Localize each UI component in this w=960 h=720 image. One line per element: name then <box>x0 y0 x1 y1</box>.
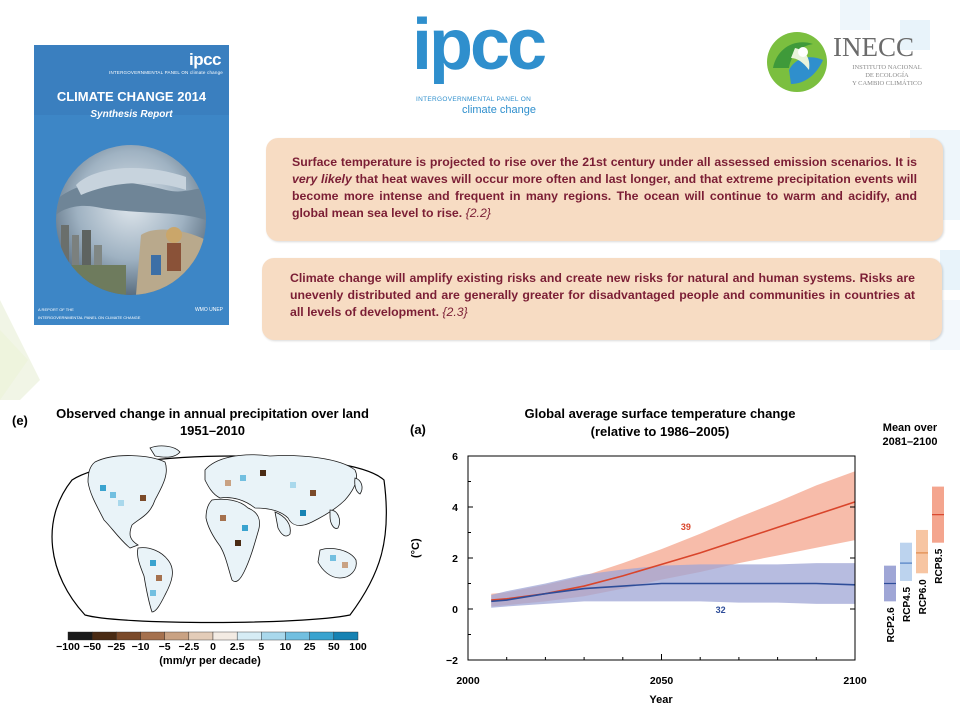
colorbar-unit: (mm/yr per decade) <box>159 655 261 667</box>
colorbar-tick-label: −25 <box>107 641 126 653</box>
inecc-line2: DE ECOLOGÍA <box>865 72 909 79</box>
colorbar-swatch <box>309 631 335 641</box>
mean-bar-label: RCP4.5 <box>902 587 913 622</box>
colorbar-tick-label: 0 <box>210 641 216 653</box>
mean-range-bar <box>916 529 928 574</box>
x-tick-label: 2050 <box>650 675 674 687</box>
colorbar-tick-label: −5 <box>158 641 171 653</box>
y-tick-label: 6 <box>452 451 458 463</box>
colorbar-swatch <box>91 631 117 641</box>
colorbar-swatch <box>188 631 214 641</box>
cover-globe-image <box>56 145 206 295</box>
cover-footer-line1: A REPORT OF THE <box>38 307 74 312</box>
colorbar-tick-label: 50 <box>327 641 340 653</box>
cover-logos: WMO UNEP <box>194 307 223 313</box>
colorbar-swatch <box>140 631 165 641</box>
map-panel-label: (e) <box>12 413 28 428</box>
cover-org-line: INTERGOVERNMENTAL PANEL ON climate chang… <box>109 70 223 75</box>
mean-range-bar <box>900 542 912 581</box>
colorbar-tick-label: −50 <box>83 641 102 653</box>
mean-label-line2: 2081–2100 <box>882 436 938 448</box>
map-title-line2: 1951–2010 <box>179 423 246 438</box>
inecc-line3: Y CAMBIO CLIMÁTICO <box>852 80 922 87</box>
colorbar-swatch <box>67 631 93 641</box>
y-tick-label: 2 <box>452 553 458 565</box>
colorbar-swatch <box>261 631 286 641</box>
statement-1-part-b: that heat waves will occur more often an… <box>292 172 917 220</box>
ipcc-logo-line1: INTERGOVERNMENTAL PANEL ON <box>416 96 532 103</box>
statement-1-part-a: Surface temperature is projected to rise… <box>292 155 917 169</box>
series-line <box>491 582 856 603</box>
mean-label-line1: Mean over <box>882 422 938 434</box>
world-map <box>51 445 387 624</box>
y-tick-label: −2 <box>446 655 458 667</box>
cover-ipcc-text: ipcc <box>188 50 222 69</box>
colorbar-tick-label: 2.5 <box>229 641 245 653</box>
series-count-label: 32 <box>716 605 726 615</box>
statement-box-risks: Climate change will amplify existing ris… <box>262 258 942 340</box>
inecc-logo: INECC INSTITUTO NACIONAL DE ECOLOGÍA Y C… <box>765 30 935 100</box>
statement-text-1: Surface temperature is projected to rise… <box>292 154 917 222</box>
mean-bar-label: RCP2.6 <box>886 607 897 642</box>
report-cover: ipcc INTERGOVERNMENTAL PANEL ON climate … <box>34 45 229 325</box>
precipitation-map-panel: (e) Observed change in annual precipitat… <box>0 400 395 720</box>
x-tick-label: 2000 <box>456 675 480 687</box>
map-title-line1: Observed change in annual precipitation … <box>56 406 369 421</box>
statement-2-reference: {2.3} <box>442 305 468 319</box>
chart-panel-label: (a) <box>410 422 426 437</box>
statement-2-text: Climate change will amplify existing ris… <box>290 271 915 319</box>
temperature-chart: 39 32 −2 0 2 4 6 2000 2050 2100 RCP2.6 RCP4.5 RCP6.0… <box>446 451 945 687</box>
y-tick-label: 4 <box>452 502 458 514</box>
cover-subtitle: Synthesis Report <box>90 109 173 120</box>
inecc-line1: INSTITUTO NACIONAL <box>852 64 922 71</box>
ipcc-logo: ipcc INTERGOVERNMENTAL PANEL ON climate … <box>412 5 552 120</box>
ipcc-logo-word: ipcc <box>412 5 547 85</box>
chart-subtitle: (relative to 1986–2005) <box>590 424 730 439</box>
cover-title: CLIMATE CHANGE 2014 <box>56 89 207 104</box>
mean-bar-label: RCP8.5 <box>934 548 945 583</box>
statement-box-surface-temperature: Surface temperature is projected to rise… <box>266 138 943 241</box>
statement-1-emphasis: very likely <box>292 172 352 186</box>
statement-text-2: Climate change will amplify existing ris… <box>290 270 915 321</box>
colorbar-tick-label: −2.5 <box>178 641 200 653</box>
temperature-chart-panel: (a) Global average surface temperature c… <box>400 398 960 720</box>
series-count-label: 39 <box>681 522 691 532</box>
inecc-name: INECC <box>833 32 914 62</box>
colorbar-tick-label: −100 <box>56 641 80 653</box>
colorbar-swatch <box>212 631 238 641</box>
colorbar-tick-label: 5 <box>258 641 265 653</box>
x-tick-label: 2100 <box>843 675 867 687</box>
cover-header <box>34 45 229 115</box>
inecc-emblem-icon <box>767 32 827 92</box>
colorbar-swatch <box>333 631 359 641</box>
ipcc-logo-line2: climate change <box>462 104 536 116</box>
colorbar-swatch <box>116 631 141 641</box>
colorbar-tick-label: 100 <box>349 641 367 653</box>
colorbar-swatch <box>285 631 310 641</box>
statement-1-reference: {2.2} <box>465 206 491 220</box>
colorbar-tick-label: 10 <box>279 641 292 653</box>
map-colorbar <box>67 631 359 641</box>
x-axis-label: Year <box>649 694 673 706</box>
uncertainty-band <box>491 563 855 608</box>
colorbar-swatch <box>164 631 190 641</box>
colorbar-swatch <box>236 631 262 641</box>
y-tick-label: 0 <box>452 604 458 616</box>
map-data-cells <box>100 470 348 596</box>
colorbar-tick-label: 25 <box>303 641 316 653</box>
cover-footer-line2: INTERGOVERNMENTAL PANEL ON CLIMATE CHANG… <box>38 315 141 320</box>
colorbar-tick-label: −10 <box>131 641 150 653</box>
mean-bar-label: RCP6.0 <box>918 579 929 614</box>
chart-title: Global average surface temperature chang… <box>524 406 796 421</box>
